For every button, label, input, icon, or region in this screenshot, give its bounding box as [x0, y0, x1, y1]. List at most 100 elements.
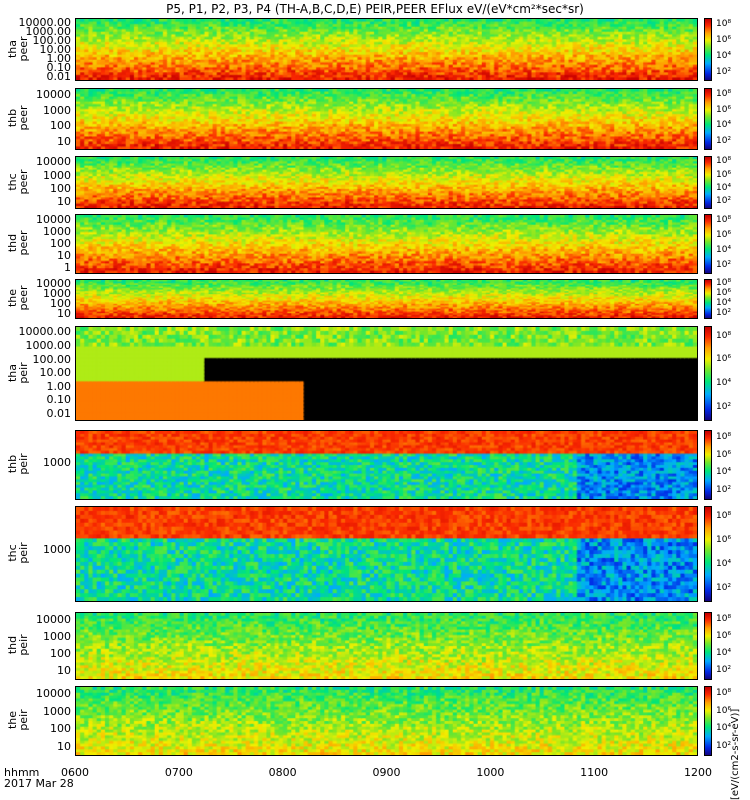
spectrogram-tha-peer [75, 18, 698, 81]
y-tick-label: 100 [50, 646, 71, 660]
colorbar-tick-label: 10⁴ [716, 647, 732, 658]
y-tick-label: 10000 [36, 277, 71, 290]
y-tick-label: 10 [57, 134, 71, 148]
y-tick-label: 10 [57, 663, 71, 677]
colorbar-tick-label: 10⁶ [716, 230, 732, 240]
colorbar-tick-label: 10² [716, 740, 732, 751]
y-tick-label: 1000 [43, 224, 71, 238]
colorbar-tick-label: 10⁶ [716, 288, 732, 298]
colorbar [704, 506, 712, 602]
colorbar-tick-label: 10² [716, 308, 732, 318]
y-tick-label: 0.01 [46, 69, 72, 83]
colorbar-tick-label: 10⁶ [716, 35, 732, 46]
spectrogram-thd-peir [75, 612, 698, 680]
colorbar [704, 612, 712, 680]
colorbar [704, 686, 712, 756]
y-tick-label: 1000 [43, 629, 71, 643]
y-tick-label: 1 [64, 260, 71, 274]
colorbar-tick-label: 10² [716, 135, 732, 146]
colorbar-tick-label: 10⁸ [716, 89, 732, 100]
colorbar-tick-label: 10⁶ [716, 705, 732, 716]
y-tick-label: 1000 [43, 455, 71, 469]
x-tick-label: 0800 [268, 766, 297, 779]
colorbar-tick-label: 10² [716, 582, 732, 593]
colorbar-tick-label: 10⁶ [716, 354, 732, 365]
y-tick-label: 10000 [36, 212, 71, 226]
colorbar-tick-label: 10⁴ [716, 723, 732, 733]
colorbar-tick-label: 10⁸ [716, 330, 732, 341]
y-tick-label: 1000 [43, 543, 71, 557]
y-tick-label: 1000 [43, 103, 71, 117]
colorbar-tick-label: 10⁴ [716, 245, 732, 255]
y-tick-label: 10000 [36, 155, 71, 169]
colorbar [704, 156, 712, 209]
x-axis-label: hhmm [4, 766, 40, 779]
spectrogram-thd-peer [75, 214, 698, 274]
x-tick-label: 0700 [164, 766, 193, 779]
colorbar-tick-label: 10⁶ [716, 534, 732, 545]
y-tick-label: 10 [57, 307, 71, 320]
y-tick-label: 10.00 [39, 42, 72, 56]
y-tick-label: 10000 [36, 88, 71, 102]
y-tick-label: 0.01 [46, 406, 72, 420]
colorbar-tick-label: 10⁴ [716, 558, 732, 569]
y-tick-label: 100.00 [32, 352, 72, 366]
y-tick-label: 100.00 [32, 33, 72, 47]
colorbar-tick-label: 10⁸ [716, 156, 732, 167]
spectrogram-thc-peir [75, 506, 698, 602]
y-tick-label: 100 [50, 297, 71, 310]
colorbar-tick-label: 10² [716, 664, 732, 675]
y-tick-label: 1000 [43, 287, 71, 300]
y-tick-label: 10000.00 [18, 325, 72, 339]
colorbar-tick-label: 10² [716, 196, 732, 207]
colorbar [704, 430, 712, 500]
spectrogram-tha-peir [75, 326, 698, 421]
colorbar-tick-label: 10⁸ [716, 510, 732, 521]
colorbar-tick-label: 10⁸ [716, 278, 732, 288]
y-tick-label: 1000 [43, 168, 71, 182]
colorbar-tick-label: 10⁸ [716, 19, 732, 30]
y-tick-label: 0.10 [46, 60, 72, 74]
colorbar-tick-label: 10² [716, 66, 732, 77]
x-tick-label: 1100 [580, 766, 609, 779]
colorbar [704, 88, 712, 150]
colorbar [704, 214, 712, 274]
x-tick-label: 1000 [476, 766, 505, 779]
y-tick-label: 1000.00 [25, 24, 72, 38]
colorbar-tick-label: 10² [716, 401, 732, 412]
y-tick-label: 10.00 [39, 366, 72, 380]
y-tick-label: 10000 [36, 687, 71, 700]
y-tick-label: 1000 [43, 704, 71, 718]
y-tick-label: 10000.00 [18, 15, 72, 29]
colorbar [704, 279, 712, 319]
colorbar-tick-label: 10⁶ [716, 104, 732, 115]
y-tick-label: 1.00 [46, 51, 72, 65]
y-tick-label: 10 [57, 195, 71, 209]
y-tick-label: 1.00 [46, 379, 72, 393]
spectrogram-the-peir [75, 686, 698, 756]
colorbar [704, 326, 712, 421]
spectrogram-thb-peir [75, 430, 698, 500]
x-tick-label: 0600 [61, 766, 89, 779]
y-tick-label: 0.10 [46, 393, 72, 407]
colorbar-tick-label: 10⁴ [716, 467, 732, 477]
colorbar-tick-label: 10⁴ [716, 182, 732, 193]
colorbar-tick-label: 10⁶ [716, 449, 732, 460]
colorbar-tick-label: 10² [716, 260, 732, 270]
x-tick-label: 1200 [684, 766, 712, 779]
date-label: 2017 Mar 28 [4, 777, 74, 790]
y-tick-label: 100 [50, 119, 71, 133]
colorbar [704, 18, 712, 81]
y-tick-label: 10000 [36, 612, 71, 626]
colorbar-unit-label: [eV/(cm2-s-sr-eV)] [730, 708, 741, 800]
colorbar-tick-label: 10⁸ [716, 613, 732, 624]
colorbar-tick-label: 10⁶ [716, 630, 732, 641]
colorbar-tick-label: 10² [716, 484, 732, 495]
y-tick-label: 100 [50, 181, 71, 195]
spectrogram-the-peer [75, 279, 698, 319]
colorbar-tick-label: 10⁴ [716, 298, 732, 308]
colorbar-tick-label: 10⁴ [716, 378, 732, 388]
colorbar-tick-label: 10⁸ [716, 215, 732, 225]
x-tick-label: 0900 [372, 766, 401, 779]
